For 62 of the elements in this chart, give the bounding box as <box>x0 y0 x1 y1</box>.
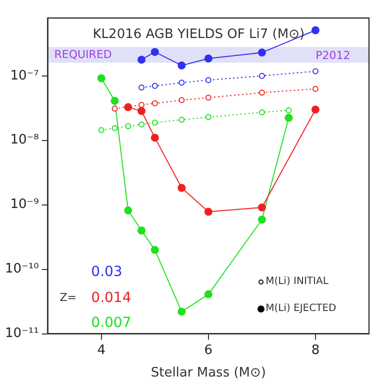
point <box>178 80 185 86</box>
point <box>204 290 212 298</box>
point <box>204 208 212 216</box>
point <box>284 114 293 122</box>
point <box>124 206 132 214</box>
point <box>138 107 146 116</box>
annotation: M(Li) INITIAL <box>266 276 328 288</box>
x-tick-label: 8 <box>311 342 320 358</box>
point <box>178 61 186 70</box>
point <box>138 226 146 234</box>
y-tick-label: 10⁻⁹ <box>10 197 39 212</box>
point <box>178 116 185 123</box>
point <box>152 82 158 89</box>
point <box>258 109 265 116</box>
point <box>311 106 320 114</box>
point <box>312 86 318 92</box>
point <box>150 134 159 142</box>
annotation: 0.007 <box>91 315 132 332</box>
point <box>258 72 265 79</box>
point <box>138 102 144 108</box>
annotation: P2012 <box>316 48 350 62</box>
point <box>204 54 212 62</box>
point <box>205 94 212 101</box>
point <box>178 184 186 192</box>
point <box>258 203 266 212</box>
point <box>205 77 212 84</box>
x-axis-title: Stellar Mass (M⊙) <box>150 366 266 381</box>
point <box>152 120 158 126</box>
point <box>258 48 266 57</box>
point <box>258 216 266 224</box>
point <box>205 114 212 120</box>
point <box>138 56 146 64</box>
point <box>286 107 292 114</box>
annotation: Z= <box>60 291 76 304</box>
point <box>138 122 144 128</box>
annotation: M(Li) EJECTED <box>266 302 336 315</box>
y-tick-label: 10⁻⁷ <box>10 68 39 84</box>
point <box>178 308 186 316</box>
point <box>178 97 185 104</box>
point <box>112 125 118 132</box>
point <box>98 127 104 134</box>
point <box>150 48 159 56</box>
annotation: 0.03 <box>91 264 122 280</box>
text: KL2016 AGB YIELDS OF Li7 (M⊙) <box>92 27 305 42</box>
point <box>150 246 159 254</box>
x-tick-label: 4 <box>97 342 106 358</box>
y-tick-label: 10⁻¹¹ <box>5 326 39 342</box>
point <box>258 90 265 96</box>
x-tick-label: 6 <box>204 342 213 358</box>
y-tick-label: 10⁻¹⁰ <box>5 262 39 277</box>
point <box>112 106 118 112</box>
point <box>311 26 320 34</box>
point <box>97 74 106 82</box>
annotation: 0.014 <box>91 290 132 306</box>
y-tick-label: 10⁻⁸ <box>10 132 39 148</box>
point <box>152 100 158 106</box>
point <box>125 123 132 130</box>
point <box>110 96 119 105</box>
point <box>312 68 318 74</box>
band-label: REQUIRED <box>54 48 112 61</box>
point <box>124 103 132 112</box>
point <box>138 84 144 91</box>
